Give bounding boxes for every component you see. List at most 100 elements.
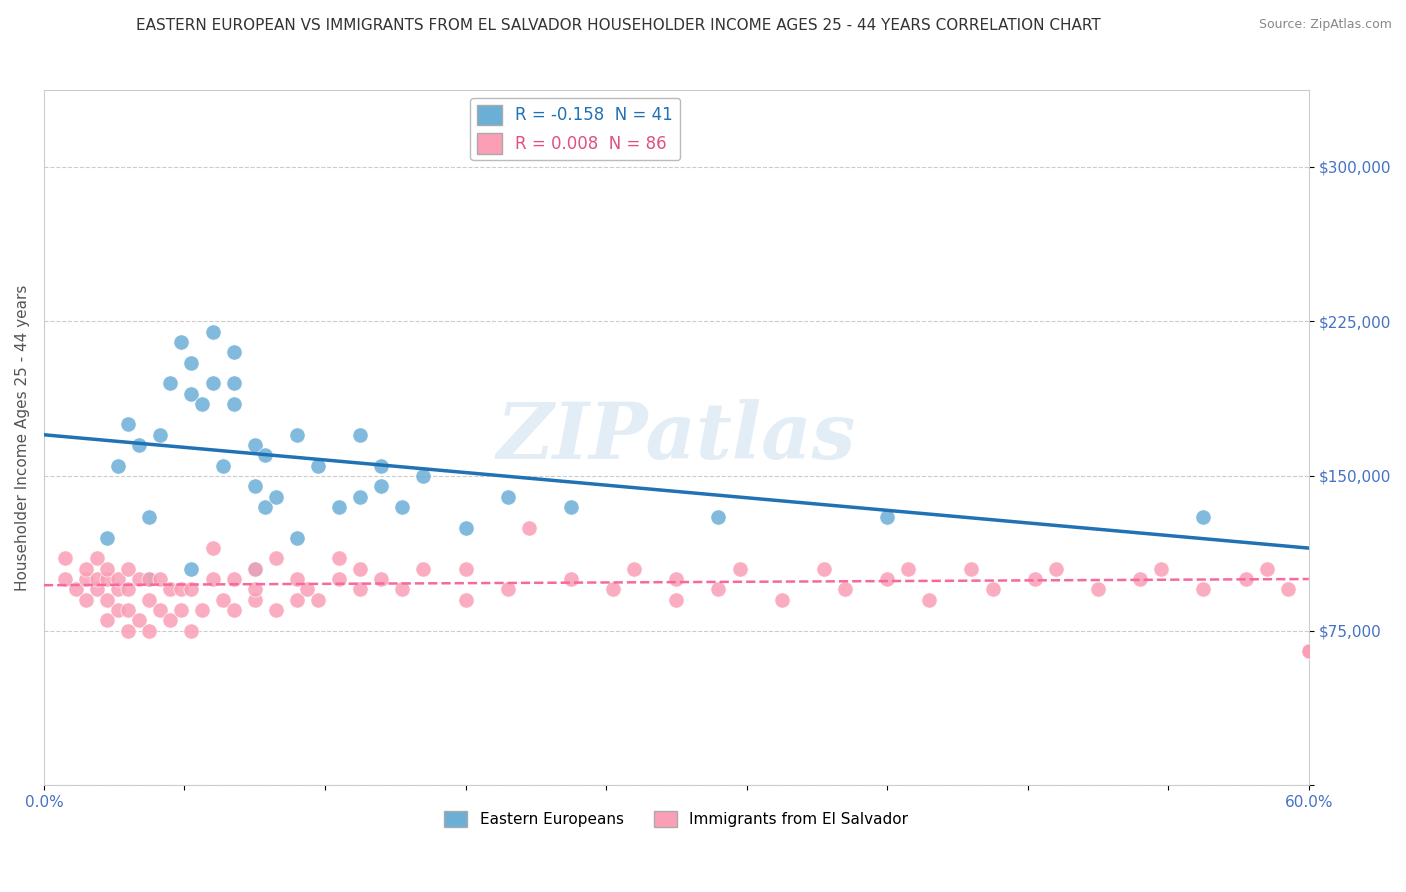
Point [149, 427, 172, 442]
Point [96, 531, 118, 545]
Point [180, 582, 202, 597]
Point [1045, 562, 1067, 576]
Point [1150, 562, 1173, 576]
Point [560, 500, 582, 514]
Point [222, 603, 245, 617]
Point [254, 449, 277, 463]
Point [243, 479, 266, 493]
Point [117, 582, 139, 597]
Point [981, 582, 1004, 597]
Point [960, 562, 983, 576]
Point [222, 345, 245, 359]
Point [370, 458, 392, 473]
Point [1277, 582, 1299, 597]
Point [75, 562, 97, 576]
Point [285, 592, 308, 607]
Point [75, 592, 97, 607]
Point [349, 427, 371, 442]
Point [86, 572, 108, 586]
Point [876, 510, 898, 524]
Point [454, 562, 477, 576]
Point [707, 582, 730, 597]
Point [297, 582, 319, 597]
Point [170, 582, 193, 597]
Point [149, 572, 172, 586]
Point [107, 458, 129, 473]
Point [264, 490, 287, 504]
Point [212, 458, 235, 473]
Point [412, 562, 434, 576]
Point [454, 592, 477, 607]
Point [264, 603, 287, 617]
Point [602, 582, 624, 597]
Point [138, 624, 160, 638]
Point [665, 592, 688, 607]
Point [1024, 572, 1046, 586]
Point [159, 613, 181, 627]
Point [1192, 582, 1215, 597]
Point [876, 572, 898, 586]
Point [170, 334, 193, 349]
Point [285, 531, 308, 545]
Point [813, 562, 835, 576]
Point [75, 572, 97, 586]
Point [96, 592, 118, 607]
Point [285, 572, 308, 586]
Point [243, 562, 266, 576]
Point [201, 325, 224, 339]
Point [243, 582, 266, 597]
Point [117, 562, 139, 576]
Point [496, 490, 519, 504]
Point [254, 500, 277, 514]
Point [1129, 572, 1152, 586]
Point [138, 572, 160, 586]
Point [370, 479, 392, 493]
Point [1192, 510, 1215, 524]
Point [128, 572, 150, 586]
Point [307, 458, 329, 473]
Point [138, 592, 160, 607]
Point [285, 427, 308, 442]
Point [243, 592, 266, 607]
Point [159, 582, 181, 597]
Point [918, 592, 941, 607]
Point [1298, 644, 1320, 658]
Point [728, 562, 751, 576]
Point [243, 562, 266, 576]
Point [96, 613, 118, 627]
Point [201, 572, 224, 586]
Point [770, 592, 793, 607]
Point [665, 572, 688, 586]
Point [391, 500, 413, 514]
Point [180, 386, 202, 401]
Point [496, 582, 519, 597]
Point [86, 551, 108, 566]
Point [138, 572, 160, 586]
Point [180, 356, 202, 370]
Point [107, 582, 129, 597]
Point [222, 397, 245, 411]
Point [170, 603, 193, 617]
Point [201, 376, 224, 391]
Point [191, 397, 214, 411]
Point [897, 562, 920, 576]
Point [391, 582, 413, 597]
Point [128, 613, 150, 627]
Point [560, 572, 582, 586]
Point [1298, 644, 1320, 658]
Point [107, 572, 129, 586]
Point [96, 562, 118, 576]
Point [53, 551, 76, 566]
Point [180, 624, 202, 638]
Point [243, 438, 266, 452]
Point [370, 572, 392, 586]
Point [349, 490, 371, 504]
Point [707, 510, 730, 524]
Point [53, 572, 76, 586]
Point [1298, 644, 1320, 658]
Point [1256, 562, 1278, 576]
Point [149, 603, 172, 617]
Point [328, 551, 350, 566]
Point [328, 500, 350, 514]
Point [96, 572, 118, 586]
